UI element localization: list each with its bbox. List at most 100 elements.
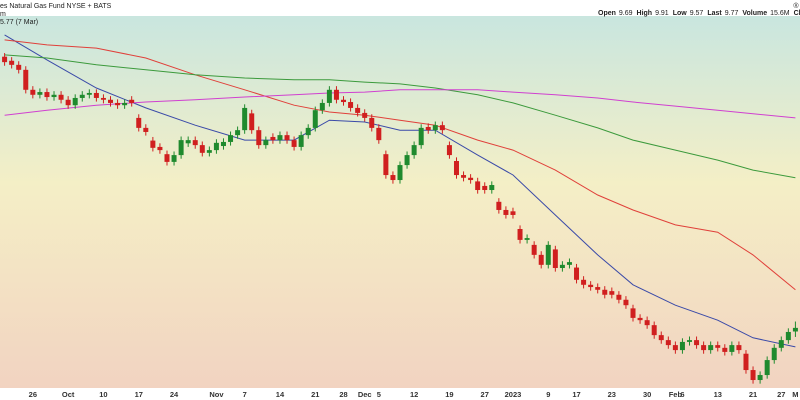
candle-body bbox=[115, 102, 121, 106]
candle-body bbox=[411, 145, 417, 156]
candle-body bbox=[418, 127, 424, 146]
x-tick-label: Nov bbox=[209, 390, 224, 399]
candle-body bbox=[79, 94, 85, 98]
candle-body bbox=[694, 340, 700, 346]
candle-body bbox=[157, 146, 163, 151]
candle-body bbox=[404, 155, 410, 166]
quote-label: Last bbox=[707, 10, 722, 17]
candle-body bbox=[736, 345, 742, 351]
candle-body bbox=[136, 117, 142, 128]
candle-body bbox=[171, 155, 177, 162]
quote-value: 9.91 bbox=[655, 10, 669, 17]
candle-body bbox=[206, 150, 212, 153]
quote-label: High bbox=[637, 10, 653, 17]
candle-body bbox=[425, 126, 431, 131]
candle-body bbox=[362, 112, 368, 118]
candle-body bbox=[341, 99, 347, 103]
quote-label: Low bbox=[673, 10, 688, 17]
candle-body bbox=[249, 113, 255, 131]
candle-body bbox=[750, 370, 756, 381]
quote-value: 9.69 bbox=[619, 10, 633, 17]
candle-body bbox=[785, 331, 791, 341]
candle-body bbox=[390, 175, 396, 181]
candle-body bbox=[701, 345, 707, 351]
candle-body bbox=[743, 353, 749, 371]
candle-body bbox=[588, 284, 594, 288]
candle-body bbox=[397, 165, 403, 181]
candle-body bbox=[729, 345, 735, 352]
quote-value: 9.77 bbox=[725, 10, 739, 17]
x-tick-label: 17 bbox=[572, 390, 580, 399]
candle-body bbox=[461, 175, 467, 178]
candle-body bbox=[150, 140, 156, 148]
x-tick-label: 27 bbox=[481, 390, 489, 399]
candle-body bbox=[16, 64, 22, 70]
candle-body bbox=[129, 99, 135, 103]
quote-value: 9.57 bbox=[690, 10, 704, 17]
candle-body bbox=[122, 102, 128, 106]
x-tick-label: Dec bbox=[358, 390, 372, 399]
candle-body bbox=[637, 317, 643, 321]
chart-title: es Natural Gas Fund NYSE + BATS bbox=[0, 3, 112, 10]
candle-body bbox=[333, 89, 339, 100]
x-tick-label: 14 bbox=[276, 390, 285, 399]
candle-body bbox=[185, 140, 191, 144]
candle-body bbox=[58, 94, 64, 100]
candle-body bbox=[298, 135, 304, 147]
x-tick-label: Feb bbox=[669, 390, 683, 399]
x-tick-label: 19 bbox=[445, 390, 453, 399]
plot bbox=[2, 34, 798, 384]
candle-body bbox=[65, 99, 71, 106]
moving-average-line bbox=[4, 34, 796, 348]
moving-average-line bbox=[4, 89, 796, 119]
candle-body bbox=[164, 154, 170, 162]
candle-body bbox=[679, 341, 685, 351]
candle-body bbox=[517, 229, 523, 240]
quote-line: Open 9.69 High 9.91 Low 9.57 Last 9.77 Volume 15.… bbox=[598, 10, 800, 17]
candle-body bbox=[72, 97, 78, 106]
candle-body bbox=[446, 145, 452, 156]
x-tick-label: 21 bbox=[311, 390, 319, 399]
moving-average-line bbox=[4, 39, 796, 291]
candle-body bbox=[482, 185, 488, 191]
candle-body bbox=[616, 294, 622, 300]
candle-body bbox=[256, 130, 262, 146]
candle-body bbox=[369, 117, 375, 128]
candle-body bbox=[778, 340, 784, 348]
header-note: 5.77 (7 Mar) bbox=[0, 19, 38, 26]
x-tick-label: 6 bbox=[680, 390, 684, 399]
candle-body bbox=[545, 244, 551, 265]
candle-body bbox=[86, 92, 92, 95]
candle-body bbox=[475, 181, 481, 191]
candle-body bbox=[305, 127, 311, 136]
candle-body bbox=[792, 327, 798, 332]
x-tick-label: 21 bbox=[749, 390, 757, 399]
candle-body bbox=[672, 345, 678, 351]
x-tick-label: 30 bbox=[643, 390, 651, 399]
candle-body bbox=[326, 89, 332, 103]
x-tick-label: Oct bbox=[62, 390, 75, 399]
quote-label: Open bbox=[598, 10, 616, 17]
candle-body bbox=[715, 345, 721, 348]
candle-body bbox=[496, 201, 502, 210]
candle-body bbox=[355, 107, 361, 113]
candle-body bbox=[757, 375, 763, 381]
x-tick-label: 23 bbox=[608, 390, 616, 399]
x-tick-label: 28 bbox=[339, 390, 347, 399]
candle-body bbox=[100, 97, 106, 100]
quote-label: Chg bbox=[794, 10, 800, 17]
candle-body bbox=[524, 238, 530, 240]
candle-body bbox=[510, 211, 516, 215]
candle-body bbox=[686, 340, 692, 342]
x-tick-label: 7 bbox=[243, 390, 247, 399]
candle-body bbox=[468, 177, 474, 181]
candle-body bbox=[651, 325, 657, 336]
candle-body bbox=[220, 141, 226, 147]
header-mark: ® bbox=[793, 2, 799, 10]
candle-body bbox=[263, 140, 269, 146]
candle-body bbox=[566, 262, 572, 265]
candle-body bbox=[319, 102, 325, 111]
candle-body bbox=[764, 360, 770, 376]
candle-body bbox=[192, 140, 198, 146]
candle-body bbox=[665, 340, 671, 346]
